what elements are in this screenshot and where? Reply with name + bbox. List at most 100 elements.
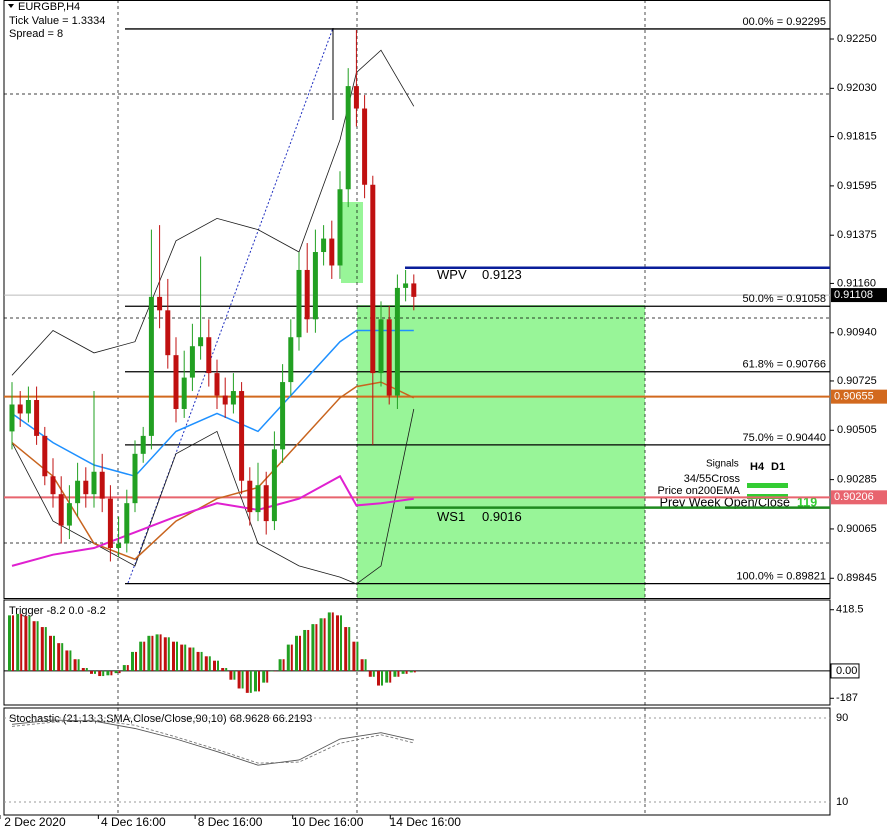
candle-body [157,296,163,311]
candle-body [75,480,81,504]
candle-body [124,503,130,544]
histogram-bar [147,635,151,671]
histogram-bar [8,615,11,671]
y-tick-label: 0.90940 [837,327,877,339]
candle-body [34,400,40,436]
y-tick-label: 0.91160 [837,277,876,289]
main-frame [3,0,831,599]
stochastic-title: Stochastic (21,13,3,SMA,Close/Close,90,1… [9,713,312,725]
histogram-bar [85,668,88,671]
candle-body [206,337,212,374]
stochastic-line [11,719,414,766]
histogram-bar [286,644,290,671]
candle-body [411,283,417,297]
histogram-bar [81,668,85,671]
candle-body [386,319,392,396]
histogram-bar [336,615,339,671]
y-tick-label: 0.90505 [837,424,877,436]
y-tick-label: 0.91595 [837,180,877,192]
histogram-bar [344,627,348,671]
symbol: EURGBP,H4 [18,1,80,13]
histogram-bar [217,660,219,671]
histogram-bar [151,635,154,671]
menu-arrow[interactable] [8,4,14,8]
histogram-bar [249,670,252,693]
pivot-name: WPV [437,267,467,282]
histogram-bar [57,643,61,671]
price-box [831,288,887,303]
y-tick-label: 0.92250 [837,33,877,45]
candle-body [116,543,122,548]
histogram-bar [397,670,400,677]
candle-body [17,404,23,414]
fib-label: 50.0% = 0.91058 [743,293,827,305]
histogram-bar [155,634,159,671]
histogram-bar [364,659,367,671]
histogram-bar [188,647,192,671]
histogram-bar [409,670,413,673]
histogram-bar [290,644,293,671]
histogram-bar [106,670,110,676]
y-tick-label: 10 [836,796,848,808]
pivot-value: 0.9016 [482,509,522,524]
histogram-bar [356,641,359,671]
histogram-bar [159,634,162,671]
histogram-bar [126,665,129,671]
signal-bar [747,483,788,488]
histogram-bar [315,624,318,671]
histogram-bar [135,651,137,671]
histogram-bar [24,616,28,671]
histogram-bar [90,670,93,674]
candle-body [288,337,294,383]
signal-row: Price on200EMA [657,485,740,497]
histogram-bar [69,650,72,671]
histogram-bar [102,670,105,677]
candle-body [247,480,253,513]
candle-body [378,319,384,374]
price-box-label: 0.90206 [834,491,874,503]
candle-body [321,238,327,253]
candle-body [58,494,64,526]
pivot-value: 0.9123 [482,267,522,282]
y-tick-label: 0.92030 [837,82,877,94]
y-tick-label: 0.90725 [837,375,877,387]
histogram-bar [401,670,405,674]
histogram-bar [32,621,36,671]
histogram-bar [331,612,334,671]
candle-body [181,377,187,409]
histogram-bar [278,659,282,671]
candle-body [263,485,269,522]
histogram-bar [245,670,249,693]
histogram-bar [372,670,375,677]
fib-label: 75.0% = 0.90440 [743,432,827,444]
histogram-bar [295,635,298,671]
candle-body [222,395,228,405]
histogram-bar [307,629,310,671]
histogram-bar [73,659,77,671]
y-tick-label: 0.91375 [837,229,877,241]
candle-body [304,269,310,320]
histogram-bar [381,670,383,686]
histogram-bar [114,670,118,674]
histogram-bar [208,656,211,671]
candle-body [345,86,351,190]
histogram-bar [172,641,175,671]
histogram-bar [405,670,408,674]
histogram-bar [77,659,80,671]
histogram-bar [299,635,301,671]
indicator-line [11,381,415,561]
candle-body [189,346,195,378]
histogram-bar [327,612,331,671]
histogram-bar [360,659,364,671]
candle-body [271,449,277,522]
candle-body [337,189,343,266]
signals-column: D1 [771,461,785,473]
signal-value: 119 [797,495,817,509]
candle-body [42,435,48,477]
histogram-bar [94,670,96,674]
candle-body [66,503,72,526]
tick-value: Tick Value = 1.3334 [9,15,105,27]
histogram-bar [270,670,274,672]
histogram-bar [311,624,315,671]
